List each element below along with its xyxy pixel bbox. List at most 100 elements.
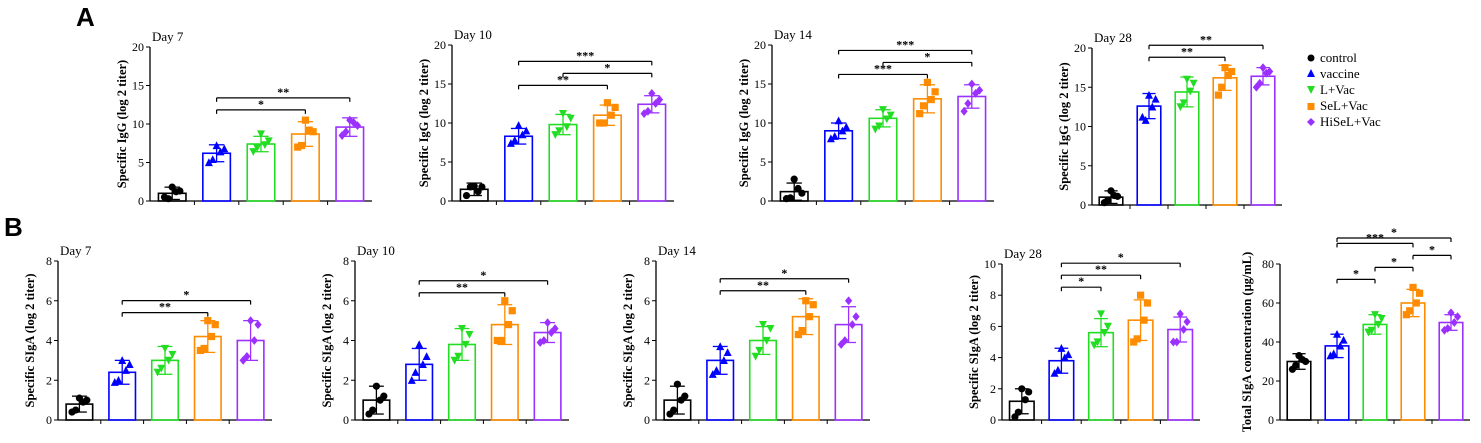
legend: control vaccine L+Vac SeL+Vac HiSeL+Vac <box>1307 50 1381 129</box>
data-point <box>1183 317 1191 327</box>
bar-L+Vac <box>868 117 898 202</box>
data-point <box>458 324 466 333</box>
data-point <box>551 324 559 333</box>
data-point <box>1143 299 1152 307</box>
data-point <box>805 313 814 321</box>
y-axis-label: Specific IgG (log 2 titer) <box>1057 62 1071 190</box>
data-point <box>723 348 732 357</box>
data-point <box>504 321 513 329</box>
significance-label: * <box>480 268 486 282</box>
bar-HiSeL+Vac <box>1438 321 1464 421</box>
data-point <box>1189 79 1198 88</box>
data-point <box>1104 196 1112 204</box>
data-point <box>168 350 177 359</box>
data-point <box>875 122 884 131</box>
significance-label: * <box>1118 250 1124 264</box>
y-tick-label: 6 <box>644 294 650 308</box>
data-point <box>372 382 380 390</box>
data-point <box>1415 289 1424 297</box>
y-tick-label: 20 <box>434 38 446 52</box>
data-point <box>919 102 928 110</box>
significance-label: ** <box>1095 262 1107 276</box>
significance-label: * <box>258 97 264 111</box>
data-point <box>466 183 474 191</box>
data-point <box>478 183 486 191</box>
y-tick-label: 6 <box>990 319 996 333</box>
data-point <box>510 135 519 144</box>
data-point <box>253 144 262 153</box>
legend-marker-sel-vac <box>1307 103 1315 110</box>
data-point <box>848 320 856 329</box>
data-point <box>599 119 608 127</box>
data-point <box>1301 357 1310 366</box>
data-point <box>670 406 678 414</box>
data-point <box>1137 291 1145 299</box>
y-axis-label: Specific SIgA (log 2 titer) <box>23 273 37 407</box>
data-point <box>540 336 548 345</box>
y-tick-label: 15 <box>1074 80 1086 94</box>
significance-label: * <box>1353 266 1359 280</box>
data-point <box>882 115 891 124</box>
data-point <box>1113 192 1122 200</box>
data-point <box>1097 310 1105 319</box>
data-point <box>1103 322 1112 331</box>
data-point <box>125 360 134 368</box>
data-point <box>852 312 860 322</box>
data-point <box>461 340 470 349</box>
data-point <box>1186 87 1195 96</box>
data-point <box>1214 91 1223 99</box>
data-point <box>342 127 350 137</box>
data-point <box>1374 320 1383 329</box>
bar-HiSeL+Vac <box>533 331 562 421</box>
data-point <box>1262 68 1270 78</box>
data-point <box>208 155 217 164</box>
data-point <box>462 191 471 200</box>
data-point <box>1057 344 1066 352</box>
data-point <box>522 126 531 135</box>
data-point <box>603 99 611 107</box>
data-point <box>1014 408 1022 416</box>
y-tick-label: 15 <box>754 77 766 91</box>
data-point <box>497 336 505 345</box>
data-point <box>1090 341 1099 350</box>
data-point <box>83 396 91 404</box>
chart-title: Day 10 <box>454 27 492 42</box>
y-tick-label: 0 <box>138 194 144 208</box>
significance-label: *** <box>576 48 594 62</box>
data-point <box>1447 308 1455 318</box>
y-tick-label: 8 <box>343 254 349 268</box>
data-point <box>407 376 416 384</box>
legend-marker-control <box>1307 54 1315 62</box>
chart-title: Day 28 <box>1094 30 1132 45</box>
y-tick-label: 10 <box>984 257 996 271</box>
data-point <box>708 370 717 378</box>
data-point <box>260 141 269 149</box>
legend-label-control: control <box>1320 50 1357 65</box>
significance-label: * <box>1429 242 1435 256</box>
data-point <box>114 376 123 384</box>
data-point <box>607 111 615 119</box>
chart-title: Day 7 <box>152 29 184 44</box>
y-tick-label: 4 <box>46 334 52 348</box>
data-point <box>1412 299 1420 307</box>
legend-entry-control: control <box>1307 50 1357 65</box>
y-tick-label: 0 <box>343 413 349 427</box>
data-point <box>1371 311 1379 319</box>
y-axis-label: Specific IgG (log 2 titer) <box>417 59 431 187</box>
data-point <box>254 320 262 329</box>
data-point <box>118 356 127 364</box>
data-point <box>353 121 362 130</box>
legend-marker-hisel-vac <box>1307 118 1315 126</box>
data-point <box>1093 338 1102 347</box>
data-point <box>916 110 924 118</box>
data-point <box>1450 318 1458 327</box>
data-point <box>964 99 972 108</box>
data-point <box>834 116 843 125</box>
data-point <box>544 318 552 328</box>
data-point <box>1367 326 1376 335</box>
